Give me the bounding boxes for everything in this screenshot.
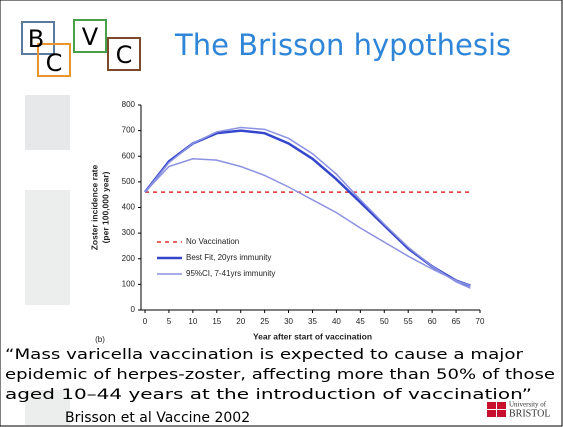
slide: B C V C The Brisson hypothesis 010020030…: [0, 0, 563, 427]
logo-letter: C: [46, 49, 63, 77]
citation: Brisson et al Vaccine 2002: [65, 410, 250, 426]
x-axis-label: Year after start of vaccination: [253, 331, 372, 341]
x-tick-label: 20: [236, 317, 245, 326]
x-tick-label: 0: [143, 317, 148, 326]
quote-line: “Mass varicella vaccination is expected …: [5, 347, 523, 363]
quote-line: aged 10–44 years at the introduction of …: [5, 387, 532, 403]
x-tick-label: 50: [380, 317, 389, 326]
y-tick-label: 0: [131, 305, 136, 314]
y-tick-label: 200: [122, 254, 136, 263]
x-tick-label: 25: [260, 317, 269, 326]
logo-block: [497, 402, 506, 409]
logo-letter: C: [116, 41, 133, 69]
x-tick-label: 15: [212, 317, 221, 326]
logo-letter: V: [82, 23, 99, 51]
side-image: [25, 95, 70, 150]
y-tick-label: 300: [122, 228, 136, 237]
y-tick-label: 800: [122, 100, 136, 109]
y-axis-label: (per 100,000 year): [100, 171, 110, 243]
x-tick-label: 5: [167, 317, 172, 326]
logo-block: [487, 410, 496, 417]
x-tick-label: 30: [284, 317, 293, 326]
x-tick-label: 65: [452, 317, 461, 326]
y-tick-label: 500: [122, 177, 136, 186]
x-tick-label: 40: [332, 317, 341, 326]
y-tick-label: 600: [122, 151, 136, 160]
logo-block: [497, 410, 506, 417]
logo-block: [487, 402, 496, 409]
quote-line: epidemic of herpes-zoster, affecting mor…: [5, 367, 555, 383]
legend-label: No Vaccination: [186, 237, 239, 246]
x-tick-label: 55: [404, 317, 413, 326]
x-tick-label: 45: [356, 317, 365, 326]
y-tick-label: 700: [122, 126, 136, 135]
legend-label: Best Fit, 20yrs immunity: [186, 253, 271, 262]
y-axis-label: Zoster incidence rate: [89, 164, 99, 250]
logo-letter: B: [28, 25, 44, 53]
legend-label: 95%CI, 7-41yrs immunity: [186, 269, 275, 278]
university-name: BRISTOL: [509, 408, 551, 419]
panel-label: (b): [95, 335, 105, 344]
x-tick-label: 60: [428, 317, 437, 326]
y-tick-label: 100: [122, 279, 136, 288]
side-image: [25, 190, 70, 305]
y-tick-label: 400: [122, 203, 136, 212]
x-tick-label: 10: [188, 317, 197, 326]
x-tick-label: 35: [308, 317, 317, 326]
slide-title: The Brisson hypothesis: [174, 28, 511, 62]
x-tick-label: 70: [476, 317, 485, 326]
